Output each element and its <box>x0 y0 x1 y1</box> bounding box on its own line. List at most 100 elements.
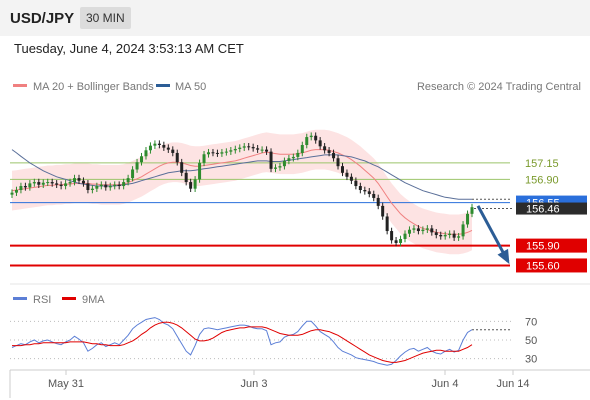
candle-body <box>162 145 166 148</box>
candle-body <box>37 182 41 185</box>
level-tag-155.90 <box>516 238 587 253</box>
level-label-155.90: 155.90 <box>526 241 560 253</box>
candle-body <box>425 228 429 230</box>
candle-body <box>113 184 117 187</box>
candle-body <box>434 232 438 236</box>
candle-body <box>55 183 59 185</box>
candle-body <box>211 152 215 154</box>
candle-body <box>323 146 327 151</box>
rsi-tick-70: 70 <box>525 316 537 328</box>
candle-body <box>390 231 394 241</box>
candle-body <box>122 182 126 187</box>
candle-body <box>157 143 161 146</box>
candle-body <box>180 162 184 173</box>
candle-body <box>224 151 228 153</box>
candle-body <box>229 150 233 152</box>
level-label-155.60: 155.60 <box>526 260 560 272</box>
candle-body <box>77 178 81 181</box>
x-tick-label: Jun 14 <box>496 378 529 390</box>
candle-body <box>367 191 371 194</box>
candle-body <box>372 193 376 198</box>
candle-body <box>198 162 202 180</box>
candle-body <box>73 178 77 183</box>
candle-body <box>202 154 206 163</box>
x-tick-label: Jun 4 <box>432 378 459 390</box>
candle-body <box>273 167 277 169</box>
current-price-label: 156.46 <box>526 204 560 216</box>
candle-body <box>184 172 188 183</box>
candle-body <box>269 151 273 169</box>
candle-body <box>457 236 461 238</box>
candle-body <box>215 152 219 154</box>
candle-body <box>135 162 139 170</box>
candle-body <box>394 240 398 243</box>
candle-body <box>412 228 416 230</box>
candle-body <box>282 160 286 167</box>
legend-label-rsi: RSI <box>33 294 51 306</box>
candle-body <box>64 183 68 187</box>
candle-body <box>153 143 157 146</box>
legend-swatch-rsi <box>13 297 27 300</box>
candle-body <box>108 186 112 188</box>
candle-body <box>439 235 443 237</box>
candle-body <box>318 140 322 147</box>
candle-body <box>309 135 313 138</box>
rsi-tick-30: 30 <box>525 354 537 366</box>
legend-label-ma20: MA 20 + Bollinger Bands <box>33 81 154 93</box>
candle-body <box>430 228 434 233</box>
candle-body <box>117 184 121 187</box>
candle-body <box>68 182 72 184</box>
rsi-line <box>11 317 473 366</box>
candle-body <box>166 147 170 150</box>
x-tick-label: Jun 3 <box>241 378 268 390</box>
rsi-ma9-line <box>12 321 473 363</box>
candle-body <box>354 180 358 187</box>
legend-swatch-9ma <box>62 297 76 300</box>
candle-body <box>220 152 224 154</box>
bollinger-band <box>12 129 472 255</box>
candle-body <box>251 146 255 149</box>
candle-body <box>340 166 344 173</box>
candle-body <box>448 233 452 236</box>
candle-body <box>233 148 237 151</box>
candle-body <box>148 145 152 151</box>
level-label-156.90: 156.90 <box>525 174 559 186</box>
candle-body <box>171 149 175 153</box>
candle-body <box>175 152 179 163</box>
candle-body <box>305 137 309 146</box>
candle-body <box>296 152 300 157</box>
candle-body <box>287 158 291 161</box>
candle-body <box>470 207 474 214</box>
candle-body <box>207 152 211 155</box>
candle-body <box>46 182 50 184</box>
candle-body <box>452 233 456 238</box>
candle-body <box>403 233 407 239</box>
candle-body <box>23 186 27 188</box>
timeframe-badge[interactable]: 30 MIN <box>80 7 131 29</box>
rsi-tick-50: 50 <box>525 335 537 347</box>
candle-body <box>363 190 367 192</box>
candle-body <box>126 178 130 183</box>
level-tag-155.60 <box>516 258 587 273</box>
candle-body <box>399 238 403 243</box>
candle-body <box>10 192 14 195</box>
candle-body <box>416 228 420 232</box>
candle-body <box>358 186 362 191</box>
candle-body <box>90 188 94 191</box>
candle-body <box>376 197 380 206</box>
candle-body <box>99 184 103 187</box>
header-bar: USD/JPY 30 MIN <box>0 0 590 36</box>
candle-body <box>95 186 99 189</box>
candle-body <box>278 166 282 168</box>
candle-body <box>300 145 304 153</box>
candle-body <box>193 179 197 189</box>
candle-body <box>81 180 85 184</box>
candle-body <box>59 184 63 187</box>
candle-body <box>32 182 36 184</box>
candle-body <box>140 156 144 163</box>
candle-body <box>443 235 447 237</box>
candle-body <box>314 135 318 141</box>
candle-body <box>332 152 336 159</box>
candle-body <box>291 156 295 159</box>
